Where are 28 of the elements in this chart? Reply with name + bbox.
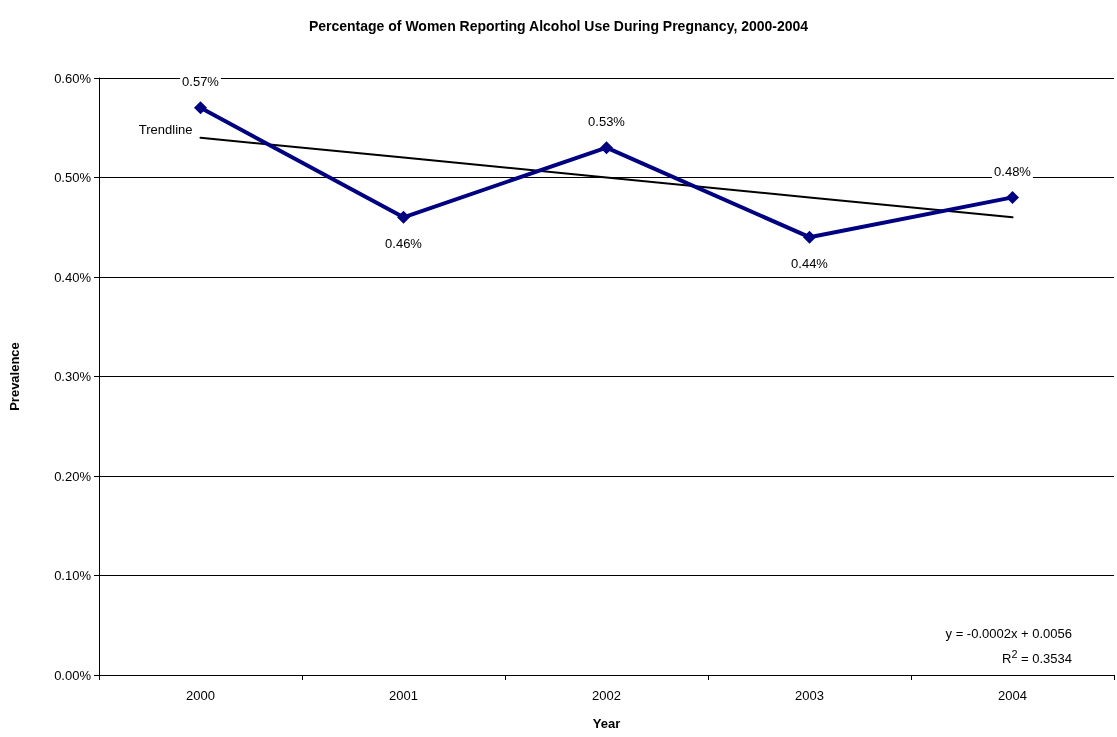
data-label: 0.44% <box>791 255 829 271</box>
point <box>600 141 613 155</box>
x-tick-label: 2002 <box>592 688 621 703</box>
y-tick-label: 0.40% <box>54 269 92 285</box>
y-tick-label: 0.50% <box>54 170 92 185</box>
x-tick-label: 2004 <box>998 688 1027 703</box>
point <box>397 210 410 224</box>
point <box>803 230 816 244</box>
y-tick-label: 0.60% <box>54 70 92 86</box>
data-label: 0.57% <box>182 74 220 90</box>
y-tick-label: 0.10% <box>54 568 92 583</box>
chart-title: Percentage of Women Reporting Alcohol Use During Pregnancy, 2000-2004 <box>308 18 809 34</box>
point <box>194 101 207 115</box>
x-tick-label: 2001 <box>389 688 418 703</box>
data-label: 0.53% <box>588 114 626 130</box>
point <box>1006 190 1019 204</box>
annotation: y = -0.0002x + 0.0056 <box>945 624 1072 643</box>
x-axis-title: Year <box>592 716 621 731</box>
annotation: R$^{2}$ = 0.3534 <box>1001 646 1072 668</box>
y-tick-label: 0.20% <box>54 468 92 484</box>
series-label: Trendline <box>138 122 193 138</box>
y-tick-label: 0.30% <box>54 369 92 384</box>
data-label: 0.46% <box>385 235 423 251</box>
y-tick-label: 0.00% <box>54 667 92 683</box>
x-tick-label: 2003 <box>795 688 824 703</box>
data-label: 0.48% <box>994 163 1032 179</box>
x-tick-label: 2000 <box>186 688 215 703</box>
y-axis-title: Prevalence <box>7 342 22 411</box>
